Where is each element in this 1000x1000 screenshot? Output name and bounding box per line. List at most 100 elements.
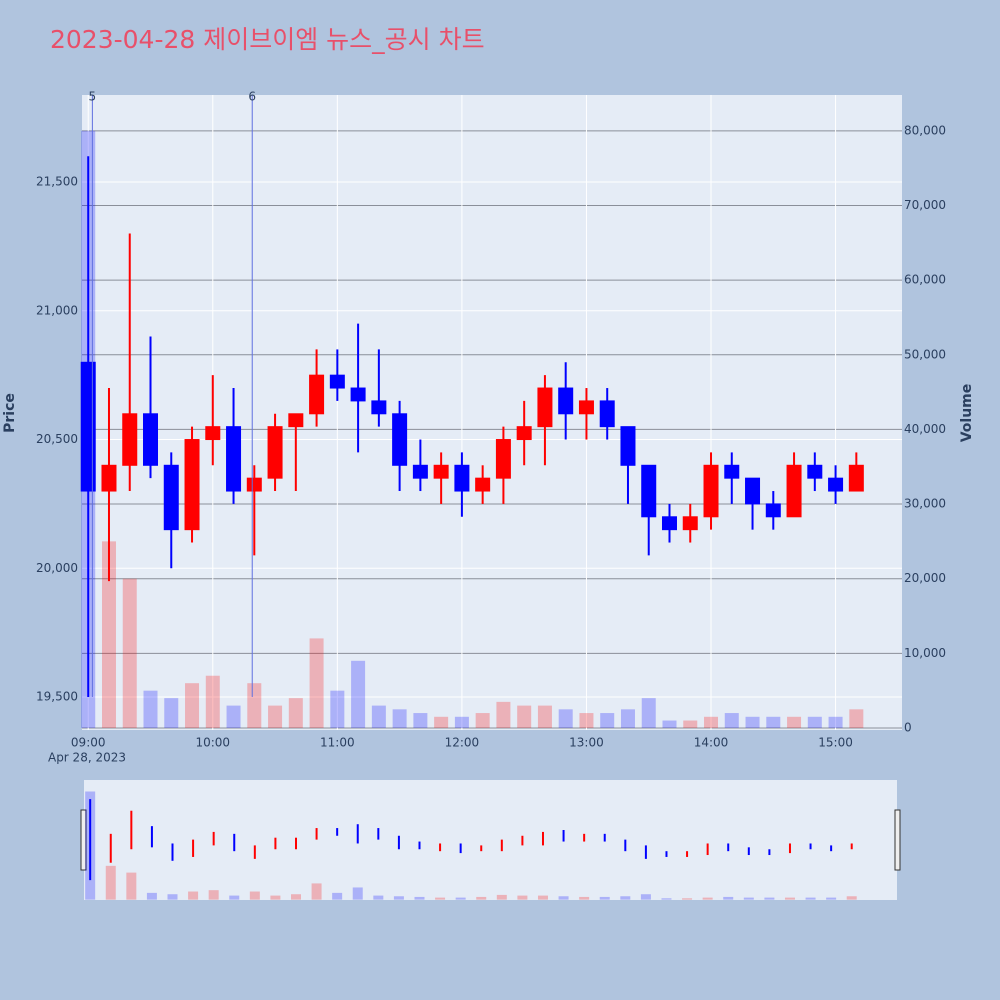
candle-body	[661, 516, 677, 531]
candle-body	[807, 464, 823, 479]
slider-volume-bar	[229, 895, 240, 900]
candle-body	[682, 516, 698, 531]
x-tick-label: 13:00	[569, 736, 604, 750]
candle-body	[80, 361, 96, 492]
y2-tick-label: 30,000	[904, 497, 946, 511]
candle-body	[101, 464, 117, 492]
candle-body	[143, 413, 159, 466]
candle-body	[433, 464, 449, 479]
volume-bar	[371, 705, 386, 728]
volume-bar	[496, 701, 511, 728]
candle-body	[495, 439, 511, 479]
slider-volume-bar	[311, 883, 322, 900]
slider-volume-bar	[496, 894, 507, 900]
slider-volume-bar	[352, 887, 363, 900]
plot-area	[82, 95, 902, 730]
volume-bar	[413, 713, 428, 728]
volume-bar	[475, 713, 490, 728]
x-tick-label: 12:00	[445, 736, 480, 750]
x-tick-label: 09:00	[71, 736, 106, 750]
event-label: 6	[248, 90, 256, 104]
range-slider[interactable]	[84, 780, 897, 900]
y-tick-label: 20,500	[36, 432, 78, 446]
volume-bar	[745, 716, 760, 728]
slider-volume-bar	[270, 895, 281, 900]
slider-volume-bar	[661, 898, 672, 900]
slider-volume-bar	[805, 897, 816, 900]
slider-volume-bar	[455, 897, 466, 900]
y2-tick-label: 20,000	[904, 571, 946, 585]
y-tick-label: 20,000	[36, 561, 78, 575]
candle-body	[163, 464, 179, 531]
volume-bar	[101, 541, 116, 728]
y-tick-label: 19,500	[36, 690, 78, 704]
slider-volume-bar	[126, 872, 137, 900]
slider-volume-bar	[167, 894, 178, 900]
volume-bar	[558, 709, 573, 728]
slider-volume-bar	[332, 892, 343, 900]
volume-bar	[787, 716, 802, 728]
volume-bar	[849, 709, 864, 728]
candle-body	[412, 464, 428, 479]
range-handle[interactable]	[80, 809, 87, 871]
candle-body	[786, 464, 802, 518]
slider-volume-bar	[105, 865, 116, 900]
volume-bar	[164, 698, 179, 728]
candle-body	[724, 464, 740, 479]
y2-tick-label: 70,000	[904, 198, 946, 212]
slider-volume-bar	[640, 894, 651, 900]
volume-bar	[620, 709, 635, 728]
slider-volume-bar	[702, 897, 713, 900]
candle-body	[309, 374, 325, 415]
slider-volume-bar	[682, 898, 693, 900]
candle-body	[392, 413, 408, 466]
volume-bar	[537, 705, 552, 728]
slider-volume-bar	[620, 896, 631, 900]
candle-body	[558, 387, 574, 415]
volume-bar	[454, 716, 469, 728]
volume-bar	[766, 716, 781, 728]
volume-bar	[143, 690, 158, 728]
candle-body	[122, 413, 138, 466]
candle-body	[350, 387, 366, 402]
volume-bar	[309, 638, 324, 728]
x-date-label: Apr 28, 2023	[48, 751, 126, 765]
candle-body	[745, 477, 761, 505]
candle-body	[329, 374, 345, 389]
volume-bar	[351, 660, 366, 728]
slider-volume-bar	[743, 897, 754, 900]
slider-volume-bar	[146, 892, 157, 900]
x-tick-label: 15:00	[818, 736, 853, 750]
candle-body	[578, 400, 594, 415]
x-tick-label: 11:00	[320, 736, 355, 750]
slider-volume-bar	[188, 891, 199, 900]
volume-bar	[330, 690, 345, 728]
y2-tick-label: 40,000	[904, 422, 946, 436]
candle-body	[267, 426, 283, 479]
slider-volume-bar	[826, 897, 837, 900]
volume-bar	[392, 709, 407, 728]
candle-body	[537, 387, 553, 428]
volume-bar	[704, 716, 719, 728]
slider-volume-bar	[290, 894, 301, 900]
volume-bar	[288, 698, 303, 728]
x-tick-label: 10:00	[195, 736, 230, 750]
volume-bar	[517, 705, 532, 728]
y2-axis-title: Volume	[959, 384, 975, 443]
slider-volume-bar	[208, 890, 219, 900]
y-axis-title: Price	[2, 393, 18, 433]
slider-volume-bar	[476, 896, 487, 900]
x-tick-label: 14:00	[694, 736, 729, 750]
slider-volume-bar	[414, 896, 425, 900]
slider-volume-bar	[249, 891, 260, 900]
candle-body	[599, 400, 615, 428]
range-handle[interactable]	[894, 809, 901, 871]
volume-bar	[579, 713, 594, 728]
volume-bar	[226, 705, 241, 728]
y2-tick-label: 10,000	[904, 646, 946, 660]
candle-body	[848, 464, 864, 492]
volume-bar	[247, 683, 262, 728]
candle-body	[641, 464, 657, 518]
y-tick-label: 21,000	[36, 303, 78, 317]
